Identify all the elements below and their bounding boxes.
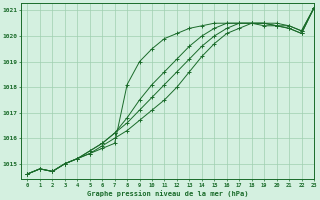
X-axis label: Graphe pression niveau de la mer (hPa): Graphe pression niveau de la mer (hPa)	[87, 190, 248, 197]
